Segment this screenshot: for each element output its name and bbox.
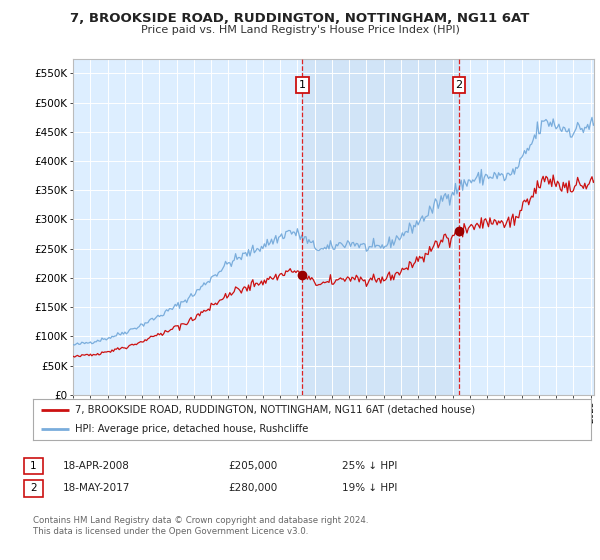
Text: £205,000: £205,000 [228,461,277,471]
Text: 2: 2 [30,483,37,493]
Text: 7, BROOKSIDE ROAD, RUDDINGTON, NOTTINGHAM, NG11 6AT: 7, BROOKSIDE ROAD, RUDDINGTON, NOTTINGHA… [70,12,530,25]
Bar [302,59,459,395]
Text: 2: 2 [455,80,463,90]
Text: 7, BROOKSIDE ROAD, RUDDINGTON, NOTTINGHAM, NG11 6AT (detached house): 7, BROOKSIDE ROAD, RUDDINGTON, NOTTINGHA… [75,405,475,415]
Text: 19% ↓ HPI: 19% ↓ HPI [342,483,397,493]
Text: £280,000: £280,000 [228,483,277,493]
Text: 25% ↓ HPI: 25% ↓ HPI [342,461,397,471]
Text: Price paid vs. HM Land Registry's House Price Index (HPI): Price paid vs. HM Land Registry's House … [140,25,460,35]
Text: 1: 1 [30,461,37,471]
Text: Contains HM Land Registry data © Crown copyright and database right 2024.
This d: Contains HM Land Registry data © Crown c… [33,516,368,536]
Text: 1: 1 [299,80,306,90]
Text: HPI: Average price, detached house, Rushcliffe: HPI: Average price, detached house, Rush… [75,424,308,434]
Text: 18-APR-2008: 18-APR-2008 [63,461,130,471]
Text: 18-MAY-2017: 18-MAY-2017 [63,483,130,493]
